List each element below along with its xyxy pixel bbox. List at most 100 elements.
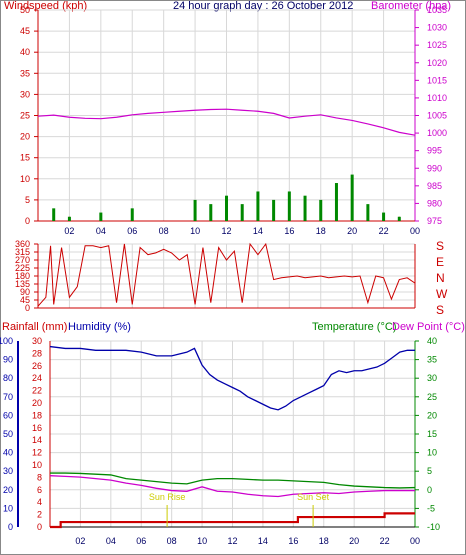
humidity-tick-label: 100: [0, 336, 13, 346]
y-tick-label-right: 1000: [427, 128, 447, 138]
temperature-tick-label: -10: [427, 522, 440, 532]
humidity-tick-label: 70: [3, 392, 13, 402]
temperature-axis-title: Temperature (°C): [312, 321, 396, 333]
y-tick-label-right: 990: [427, 163, 442, 173]
x-tick-label: 04: [96, 226, 106, 236]
y-tick-label-right: 1035: [427, 5, 447, 15]
rainfall-axis-title: Rainfall (mm): [2, 321, 67, 333]
humidity-tick-label: 60: [3, 410, 13, 420]
humidity-axis-title: Humidity (%): [68, 321, 131, 333]
x-tick-label: 14: [253, 226, 263, 236]
y-tick-label-right: 975: [427, 216, 442, 226]
x-tick-label: 20: [349, 536, 359, 546]
rain-tick-label: 0: [37, 522, 42, 532]
sunset-label: Sun Set: [297, 492, 330, 502]
direction-tick-label: 135: [15, 279, 30, 289]
y-tick-label-left: 40: [20, 47, 30, 57]
x-tick-label: 18: [319, 536, 329, 546]
x-tick-label: 16: [284, 226, 294, 236]
humidity-tick-label: 90: [3, 355, 13, 365]
y-tick-label-left: 30: [20, 89, 30, 99]
rain-tick-label: 14: [32, 435, 42, 445]
x-tick-label: 04: [106, 536, 116, 546]
x-tick-label: 02: [75, 536, 85, 546]
dewpoint-line: [49, 475, 415, 498]
x-tick-label: 08: [159, 226, 169, 236]
compass-label: N: [436, 271, 445, 285]
temperature-tick-label: -5: [427, 503, 435, 513]
rain-tick-label: 18: [32, 410, 42, 420]
x-tick-label: 02: [64, 226, 74, 236]
rain-tick-label: 22: [32, 386, 42, 396]
temperature-tick-label: 0: [427, 485, 432, 495]
y-tick-label-left: 5: [25, 195, 30, 205]
y-tick-label-right: 1025: [427, 40, 447, 50]
humidity-tick-label: 30: [3, 466, 13, 476]
compass-label: E: [436, 255, 444, 269]
x-tick-label: 06: [127, 226, 137, 236]
humidity-tick-label: 20: [3, 485, 13, 495]
rain-tick-label: 28: [32, 348, 42, 358]
wind-direction-line: [37, 242, 416, 307]
direction-tick-label: 225: [15, 263, 30, 273]
y-tick-label-right: 1015: [427, 75, 447, 85]
direction-tick-label: 45: [20, 295, 30, 305]
rainfall-line: [50, 512, 415, 529]
rain-tick-label: 20: [32, 398, 42, 408]
rain-tick-label: 4: [37, 497, 42, 507]
x-tick-label: 06: [136, 536, 146, 546]
humidity-tick-label: 10: [3, 503, 13, 513]
x-tick-label: 14: [258, 536, 268, 546]
x-tick-label: 10: [190, 226, 200, 236]
y-tick-label-right: 995: [427, 146, 442, 156]
compass-label: S: [436, 303, 444, 317]
rain-tick-label: 6: [37, 485, 42, 495]
temperature-tick-label: 30: [427, 373, 437, 383]
rain-tick-label: 24: [32, 373, 42, 383]
y-tick-label-left: 25: [20, 111, 30, 121]
temperature-tick-label: 15: [427, 429, 437, 439]
y-tick-label-right: 985: [427, 181, 442, 191]
direction-tick-label: 180: [15, 271, 30, 281]
x-tick-label: 00: [410, 226, 420, 236]
barometer-line: [37, 108, 416, 136]
temperature-tick-label: 20: [427, 410, 437, 420]
y-tick-label-right: 980: [427, 198, 442, 208]
y-tick-label-right: 1030: [427, 23, 447, 33]
x-tick-label: 20: [347, 226, 357, 236]
y-tick-label-right: 1020: [427, 58, 447, 68]
x-tick-label: 22: [379, 226, 389, 236]
rain-tick-label: 26: [32, 361, 42, 371]
x-tick-label: 18: [316, 226, 326, 236]
dewpoint-axis-title: Dew Point (°C): [392, 321, 465, 333]
x-tick-label: 22: [380, 536, 390, 546]
humidity-tick-label: 0: [8, 522, 13, 532]
y-tick-label-left: 45: [20, 26, 30, 36]
windspeed-axis-title: Windspeed (kph): [4, 0, 87, 12]
y-tick-label-left: 10: [20, 174, 30, 184]
rain-tick-label: 10: [32, 460, 42, 470]
temperature-tick-label: 40: [427, 336, 437, 346]
rain-tick-label: 12: [32, 448, 42, 458]
y-tick-label-left: 15: [20, 153, 30, 163]
rain-tick-label: 2: [37, 510, 42, 520]
humidity-tick-label: 40: [3, 448, 13, 458]
sunrise-label: Sun Rise: [149, 492, 186, 502]
rain-tick-label: 8: [37, 472, 42, 482]
x-tick-label: 16: [288, 536, 298, 546]
humidity-tick-label: 50: [3, 429, 13, 439]
chart-title: 24 hour graph day : 26 October 2012: [173, 0, 353, 12]
y-tick-label-left: 20: [20, 132, 30, 142]
temperature-tick-label: 25: [427, 392, 437, 402]
x-tick-label: 12: [221, 226, 231, 236]
y-tick-label-right: 1005: [427, 111, 447, 121]
y-tick-label-right: 1010: [427, 93, 447, 103]
humidity-line: [49, 345, 415, 411]
y-tick-label-left: 35: [20, 68, 30, 78]
x-tick-label: 00: [410, 536, 420, 546]
temperature-tick-label: 5: [427, 466, 432, 476]
x-tick-label: 08: [167, 536, 177, 546]
direction-tick-label: 360: [15, 239, 30, 249]
rain-tick-label: 30: [32, 336, 42, 346]
